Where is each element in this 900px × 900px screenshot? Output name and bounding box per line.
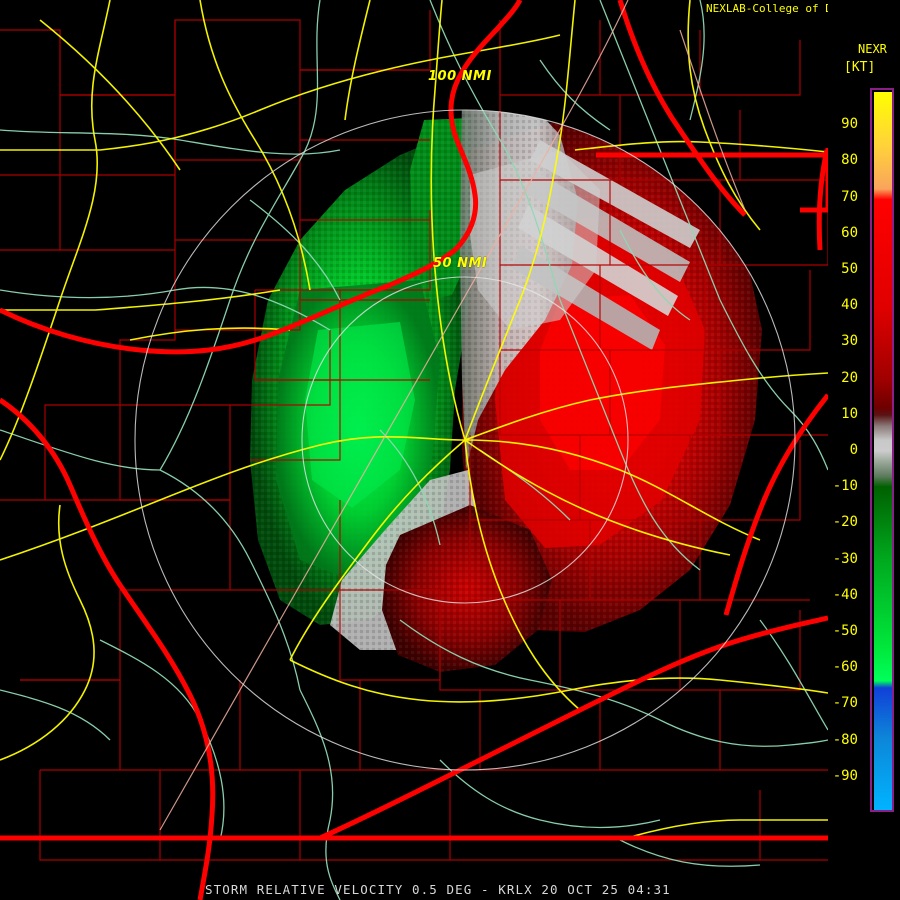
legend-units-label: [KT] xyxy=(844,60,876,75)
provider-credit: NEXLAB-College of DuPage xyxy=(706,2,865,15)
colorbar-tick-neg20: -20 xyxy=(832,514,858,531)
colorbar-tick-neg40: -40 xyxy=(832,586,858,603)
range-ring-label-50nmi: 50 NMI xyxy=(433,256,488,271)
range-ring-100nmi xyxy=(134,109,796,771)
colorbar-tick-neg10: -10 xyxy=(832,478,858,495)
colorbar-gradient xyxy=(874,92,892,810)
colorbar-tick-neg70: -70 xyxy=(832,695,858,712)
colorbar-tick-neg90: -90 xyxy=(832,767,858,784)
colorbar-frame[interactable] xyxy=(870,88,894,812)
colorbar-tick-20: 20 xyxy=(841,369,858,386)
product-title-bar: STORM RELATIVE VELOCITY 0.5 DEG - KRLX 2… xyxy=(205,882,671,897)
colorbar-tick-0: 0 xyxy=(849,442,858,458)
state-boundaries xyxy=(0,0,828,900)
colorbar-tick-10: 10 xyxy=(841,405,858,422)
colorbar-tick-90: 90 xyxy=(841,116,858,133)
river-network xyxy=(0,0,828,900)
velocity-bin-zero-mid xyxy=(470,150,600,330)
colorbar-tick-50: 50 xyxy=(841,261,858,277)
colorbar-tick-neg80: -80 xyxy=(832,731,858,748)
velocity-bin-inbound-peak xyxy=(305,322,415,508)
colorbar-tick-70: 70 xyxy=(841,188,858,205)
colorbar-tick-60: 60 xyxy=(841,224,858,241)
colorbar-tick-30: 30 xyxy=(841,333,858,350)
legend-source-label: NEXR xyxy=(858,42,887,56)
range-ring-label-100nmi: 100 NMI xyxy=(428,69,492,84)
velocity-color-legend: NEXR [KT] 90 80 70 60 50 40 30 20 10 0 -10 -20 -30 -4… xyxy=(828,0,900,900)
colorbar-tick-neg30: -30 xyxy=(832,550,858,567)
colorbar-tick-80: 80 xyxy=(841,152,858,169)
radar-map-panel[interactable]: 100 NMI 50 NMI xyxy=(0,0,828,900)
county-boundaries xyxy=(0,10,828,861)
geography-overlay-layer xyxy=(0,0,828,900)
range-ring-50nmi xyxy=(301,276,629,604)
colorbar-tick-40: 40 xyxy=(841,297,858,314)
colorbar-tick-neg50: -50 xyxy=(832,623,858,639)
colorbar-tick-neg60: -60 xyxy=(832,659,858,676)
interstate-pale-lines xyxy=(159,0,746,831)
highway-network xyxy=(0,0,828,841)
range-rings xyxy=(134,109,796,771)
